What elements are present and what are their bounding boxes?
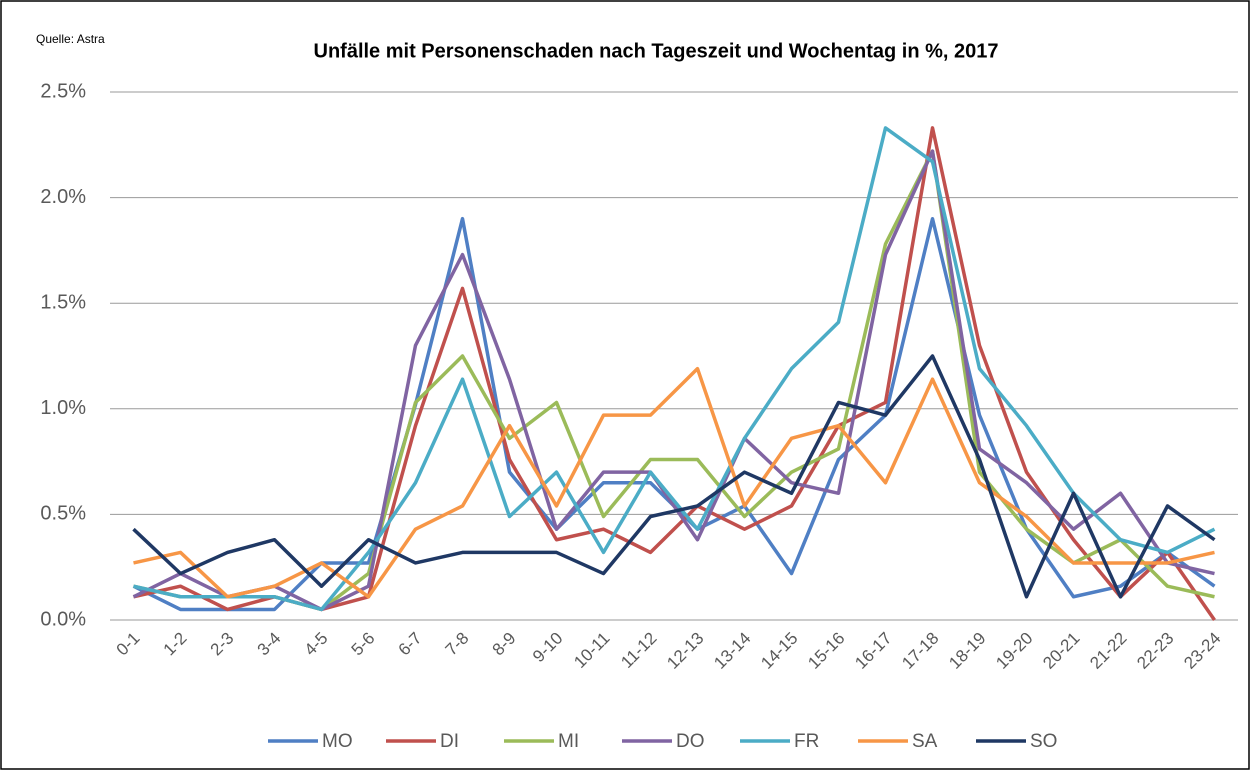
legend-label: FR (794, 731, 819, 752)
y-tick-label: 1.5% (40, 291, 86, 313)
y-tick-label: 2.0% (40, 186, 86, 208)
legend-label: DI (440, 731, 459, 752)
series-line (133, 366, 1215, 599)
legend-label: MI (558, 731, 579, 752)
source-note: Quelle: Astra (36, 32, 105, 46)
legend-label: DO (676, 731, 705, 752)
legend-label: SO (1030, 731, 1057, 752)
legend-label: SA (912, 731, 938, 752)
series-line (132, 354, 1216, 599)
chart-title: Unfälle mit Personenschaden nach Tagesze… (314, 40, 999, 62)
series-line (133, 126, 1216, 612)
y-tick-label: 0.5% (40, 503, 86, 525)
legend-label: MO (322, 731, 353, 752)
y-tick-label: 2.5% (40, 80, 86, 102)
y-tick-label: 1.0% (40, 397, 86, 419)
y-tick-label: 0.0% (40, 608, 86, 630)
